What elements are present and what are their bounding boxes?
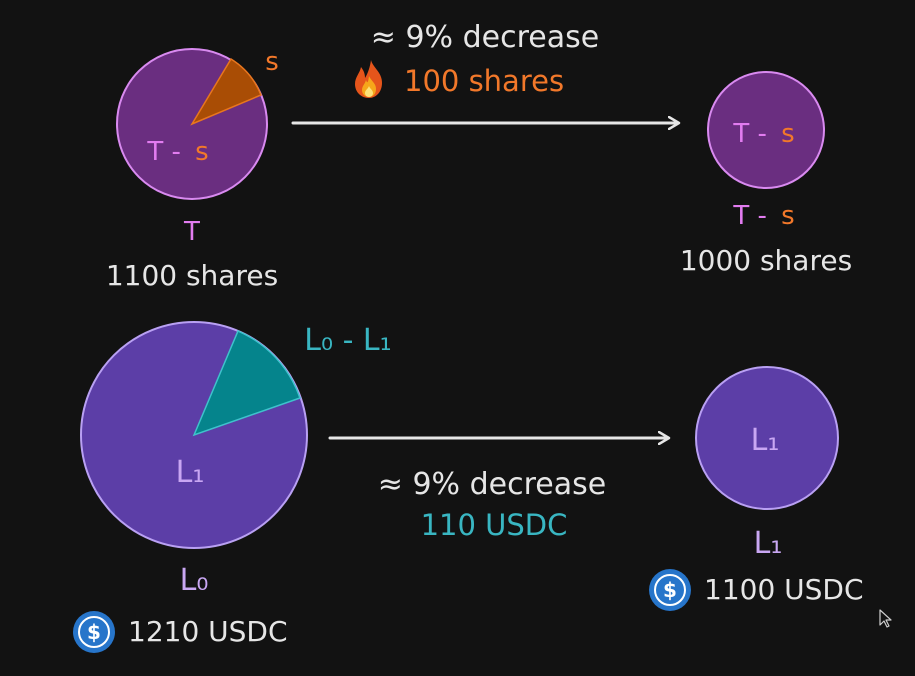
shares-pie-before xyxy=(116,48,268,200)
shares-pie-before-label-sub: s xyxy=(195,137,209,167)
withdrawn-usdc-slice xyxy=(192,330,301,437)
usdc-coin-icon: $ xyxy=(649,569,691,611)
burn-slice-label: s xyxy=(265,47,279,77)
top-decrease-label: ≈ 9% decrease xyxy=(371,20,599,55)
remaining-shares-symbol: T - s xyxy=(732,201,794,231)
usdc-pie-after-label: L₁ xyxy=(751,423,780,458)
initial-liquidity-symbol: L₀ xyxy=(180,563,209,598)
usdc-pie-before-label: L₁ xyxy=(176,455,205,490)
total-shares-symbol: T xyxy=(183,217,200,247)
shares-pie-after-label-sub: s xyxy=(781,119,795,149)
shares-pie-before-label-main: T - xyxy=(146,137,181,167)
withdrawn-slice-label: L₀ - L₁ xyxy=(304,323,391,358)
initial-liquidity-value: 1210 USDC xyxy=(128,615,288,648)
remaining-shares-symbol-sub: s xyxy=(781,201,795,231)
shares-pie-after-label: T - s xyxy=(732,119,794,149)
bottom-decrease-label: ≈ 9% decrease xyxy=(378,467,606,502)
svg-text:$: $ xyxy=(87,620,101,644)
shares-pie-before-label: T - s xyxy=(146,137,208,167)
shares-pie-after xyxy=(707,71,825,189)
remaining-liquidity-value: 1100 USDC xyxy=(704,573,864,606)
usdc-coin-icon: $ xyxy=(73,611,115,653)
shares-pie-after-label-main: T - xyxy=(732,119,767,149)
svg-text:$: $ xyxy=(663,578,677,602)
remaining-shares-symbol-main: T - xyxy=(732,201,767,231)
remaining-shares-value: 1000 shares xyxy=(680,244,852,277)
burned-shares-label: 100 shares xyxy=(404,64,564,98)
usdc-pie-after xyxy=(695,366,839,510)
burn-slice xyxy=(190,57,262,126)
total-shares-value: 1100 shares xyxy=(106,259,278,292)
mouse-cursor-icon xyxy=(879,609,892,628)
fire-icon xyxy=(355,60,382,98)
usdc-pie-before xyxy=(80,321,308,549)
remaining-liquidity-symbol: L₁ xyxy=(754,526,783,561)
withdrawn-usdc-label: 110 USDC xyxy=(421,508,568,542)
